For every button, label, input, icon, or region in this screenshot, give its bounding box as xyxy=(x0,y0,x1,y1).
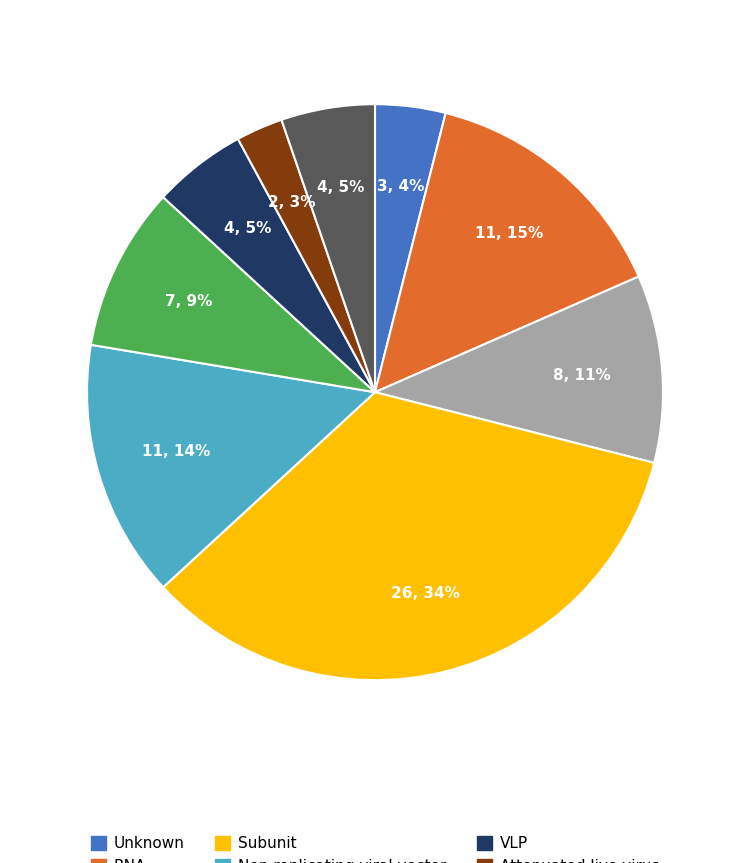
Wedge shape xyxy=(163,392,654,680)
Wedge shape xyxy=(87,345,375,587)
Wedge shape xyxy=(375,104,446,392)
Text: 4, 5%: 4, 5% xyxy=(224,221,272,236)
Text: 2, 3%: 2, 3% xyxy=(268,195,316,210)
Text: 3, 4%: 3, 4% xyxy=(377,179,424,194)
Wedge shape xyxy=(91,197,375,392)
Text: 4, 5%: 4, 5% xyxy=(317,180,364,195)
Text: 7, 9%: 7, 9% xyxy=(165,293,212,309)
Text: 11, 15%: 11, 15% xyxy=(475,226,543,242)
Wedge shape xyxy=(281,104,375,392)
Legend: Unknown, RNA, DNA, Subunit, Non replicating viral vector, Replicating viral vect: Unknown, RNA, DNA, Subunit, Non replicat… xyxy=(85,830,665,863)
Wedge shape xyxy=(375,276,663,463)
Text: 26, 34%: 26, 34% xyxy=(392,586,460,601)
Wedge shape xyxy=(375,113,639,392)
Text: 11, 14%: 11, 14% xyxy=(142,444,211,459)
Wedge shape xyxy=(163,139,375,392)
Text: 8, 11%: 8, 11% xyxy=(553,368,610,382)
Wedge shape xyxy=(238,120,375,392)
